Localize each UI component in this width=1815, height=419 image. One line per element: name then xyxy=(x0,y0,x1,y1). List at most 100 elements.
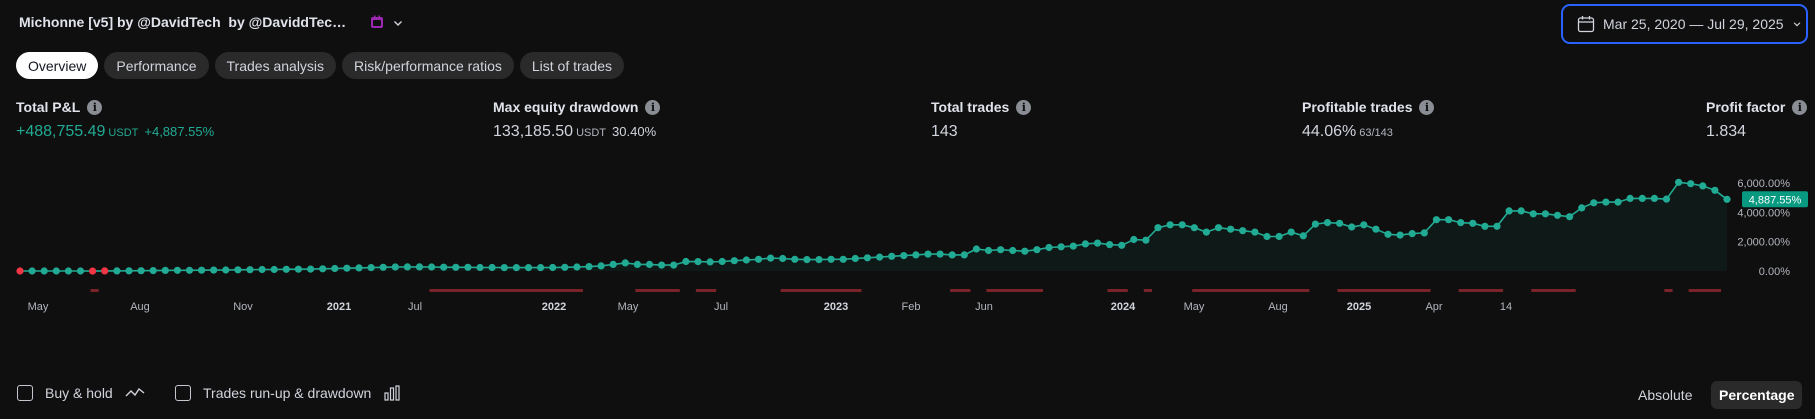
current-value-text: 4,887.55% xyxy=(1749,194,1802,206)
buy-hold-toggle[interactable]: Buy & hold xyxy=(17,385,145,401)
equity-point xyxy=(1711,186,1719,194)
equity-point xyxy=(1481,222,1489,230)
equity-point xyxy=(767,254,775,262)
calendar-badge-icon[interactable] xyxy=(370,15,384,29)
calendar-icon xyxy=(1577,16,1595,33)
equity-point xyxy=(561,263,569,271)
x-tick-label: Jun xyxy=(975,301,993,313)
drawdown-bar xyxy=(90,289,99,292)
x-tick-label: Jul xyxy=(714,301,728,313)
equity-points xyxy=(16,178,1731,275)
equity-point xyxy=(173,266,181,274)
equity-point xyxy=(1227,225,1235,233)
equity-point xyxy=(1638,194,1646,202)
x-tick-label: Apr xyxy=(1425,301,1442,313)
equity-point xyxy=(1723,195,1731,203)
equity-point xyxy=(307,265,315,273)
info-icon[interactable]: i xyxy=(645,99,661,115)
info-icon[interactable]: i xyxy=(87,99,103,115)
equity-point xyxy=(1202,228,1210,236)
drawdown-bar xyxy=(1107,289,1128,292)
equity-point xyxy=(912,251,920,259)
equity-area xyxy=(20,182,1727,272)
equity-point xyxy=(1093,239,1102,247)
drawdown-bar xyxy=(1458,289,1504,292)
drawdown-bar xyxy=(1531,289,1576,292)
equity-point xyxy=(1602,198,1610,206)
info-icon[interactable]: i xyxy=(1419,99,1435,115)
tab-performance[interactable]: Performance xyxy=(104,52,209,79)
date-range-button[interactable]: Mar 25, 2020 — Jul 29, 2025 xyxy=(1561,4,1808,44)
chevron-down-icon[interactable] xyxy=(392,17,404,29)
metric-value: 44.06% xyxy=(1302,123,1357,140)
x-tick-label: 2023 xyxy=(824,301,848,313)
equity-point xyxy=(549,263,557,272)
runup-drawdown-toggle[interactable]: Trades run-up & drawdown xyxy=(175,385,401,401)
current-value-badge xyxy=(1742,191,1808,208)
metric-value: 1.834 xyxy=(1706,123,1747,140)
equity-point xyxy=(1130,235,1138,244)
chevron-down-icon xyxy=(1793,22,1800,27)
equity-point xyxy=(403,263,411,271)
equity-point xyxy=(500,264,508,272)
tab-list-of-trades[interactable]: List of trades xyxy=(519,52,625,79)
percentage-toggle[interactable]: Percentage xyxy=(1711,381,1803,409)
x-tick-label: Aug xyxy=(130,301,150,313)
equity-point xyxy=(730,257,738,265)
equity-point xyxy=(16,267,24,275)
tab-trades-analysis[interactable]: Trades analysis xyxy=(214,52,337,79)
drawdown-bar xyxy=(1337,289,1431,292)
equity-point xyxy=(222,266,230,274)
runup-drawdown-checkbox[interactable] xyxy=(175,385,191,401)
drawdown-bar xyxy=(1192,289,1310,292)
equity-point xyxy=(319,265,327,273)
equity-chart[interactable]: 6,000.00% 4,000.00% 2,000.00% 0.00% May Aug N… xyxy=(0,160,1815,365)
metric-label: Total P&L xyxy=(16,99,81,115)
equity-point xyxy=(742,256,751,264)
equity-point xyxy=(863,254,872,262)
x-tick-label: 2021 xyxy=(327,301,351,313)
equity-point xyxy=(670,261,678,269)
x-tick-label: 14 xyxy=(1500,301,1512,313)
equity-point xyxy=(1687,180,1695,188)
metric-label: Max equity drawdown xyxy=(493,99,639,115)
absolute-toggle[interactable]: Absolute xyxy=(1638,387,1693,403)
equity-point xyxy=(537,264,545,272)
buy-hold-checkbox[interactable] xyxy=(17,385,33,401)
metric-unit: USDT xyxy=(108,127,139,139)
equity-point xyxy=(1699,182,1707,190)
y-axis: 6,000.00% 4,000.00% 2,000.00% 0.00% xyxy=(1737,178,1790,278)
equity-point xyxy=(1469,219,1477,227)
tab-risk-performance-ratios[interactable]: Risk/performance ratios xyxy=(342,52,514,79)
equity-point xyxy=(815,256,823,264)
equity-point xyxy=(1057,243,1065,251)
info-icon[interactable]: i xyxy=(1016,99,1032,115)
equity-point xyxy=(428,263,436,271)
equity-point xyxy=(1081,240,1089,248)
equity-point xyxy=(1154,224,1162,232)
equity-point xyxy=(1239,227,1247,235)
equity-point xyxy=(294,265,302,273)
equity-point xyxy=(1541,210,1549,218)
equity-point xyxy=(948,251,956,259)
metric-ratio: 63/143 xyxy=(1359,127,1393,139)
buy-hold-label: Buy & hold xyxy=(45,385,113,401)
equity-point xyxy=(984,246,993,255)
equity-point xyxy=(682,257,690,266)
metric-percent: +4,887.55% xyxy=(144,124,215,139)
equity-line xyxy=(20,181,1728,272)
equity-point xyxy=(1275,232,1283,241)
equity-point xyxy=(1553,211,1562,219)
equity-point xyxy=(355,264,363,272)
tab-overview[interactable]: Overview xyxy=(16,52,99,79)
metric-value: 143 xyxy=(931,123,958,140)
equity-point xyxy=(1432,216,1440,224)
equity-point xyxy=(331,264,339,273)
equity-point xyxy=(1323,219,1332,227)
x-tick-label: 2024 xyxy=(1111,301,1136,313)
equity-point xyxy=(101,267,109,275)
info-icon[interactable]: i xyxy=(1792,99,1808,115)
equity-point xyxy=(1662,195,1671,203)
equity-point xyxy=(1360,221,1368,229)
metric-profitable-trades: Profitable trades i 44.06% 63/143 xyxy=(1302,99,1435,141)
